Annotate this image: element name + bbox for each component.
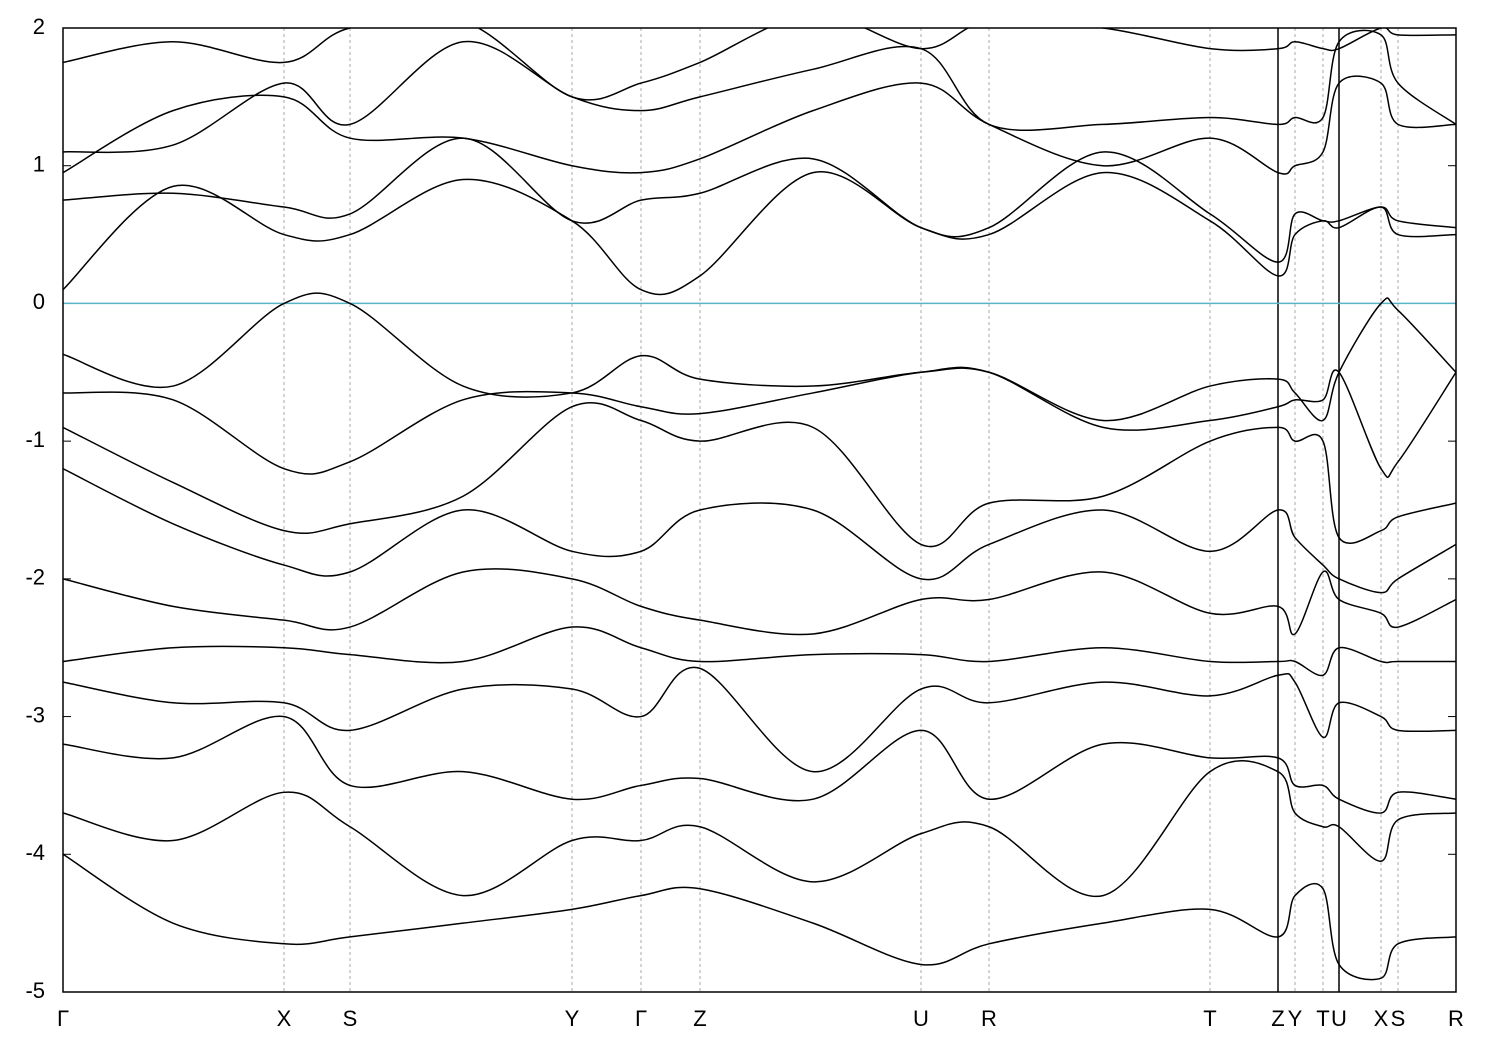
band [63, 468, 1456, 594]
y-tick-label: -3 [25, 702, 45, 727]
band [63, 715, 1456, 814]
band [63, 75, 1456, 175]
x-tick-label: Y [565, 1006, 580, 1031]
y-tick-label: -4 [25, 840, 45, 865]
x-tick-label: T [1316, 1006, 1329, 1031]
band [63, 29, 1456, 154]
band [63, 853, 1456, 981]
y-tick-label: -1 [25, 427, 45, 452]
y-tick-label: 0 [33, 289, 45, 314]
x-tick-label: Z [693, 1006, 706, 1031]
y-tick-label: -2 [25, 565, 45, 590]
plot-frame [62, 27, 1457, 993]
band [63, 401, 1456, 548]
x-tick-label: S [343, 1006, 358, 1031]
x-tick-label: Y [1288, 1006, 1303, 1031]
y-tick-label: -5 [25, 978, 45, 1003]
x-tick-label: R [981, 1006, 997, 1031]
x-tick-label: T [1203, 1006, 1216, 1031]
x-tick-label: X [1374, 1006, 1389, 1031]
band [63, 760, 1456, 898]
x-tick-label: Γ [57, 1006, 69, 1031]
x-tick-label: Z [1271, 1006, 1284, 1031]
band [63, 137, 1456, 263]
bands [63, 28, 1456, 981]
y-tick-label: 2 [33, 14, 45, 39]
x-tick-label: Γ [635, 1006, 647, 1031]
band [63, 292, 1456, 422]
x-tick-label: S [1391, 1006, 1406, 1031]
band [63, 568, 1456, 636]
x-tick-label: X [277, 1006, 292, 1031]
band [63, 626, 1456, 677]
x-tick-label: U [913, 1006, 929, 1031]
band [63, 666, 1456, 773]
band [63, 171, 1456, 296]
x-tick-label: U [1331, 1006, 1347, 1031]
y-tick-label: 1 [33, 152, 45, 177]
band [63, 366, 1456, 479]
x-tick-label: R [1448, 1006, 1464, 1031]
